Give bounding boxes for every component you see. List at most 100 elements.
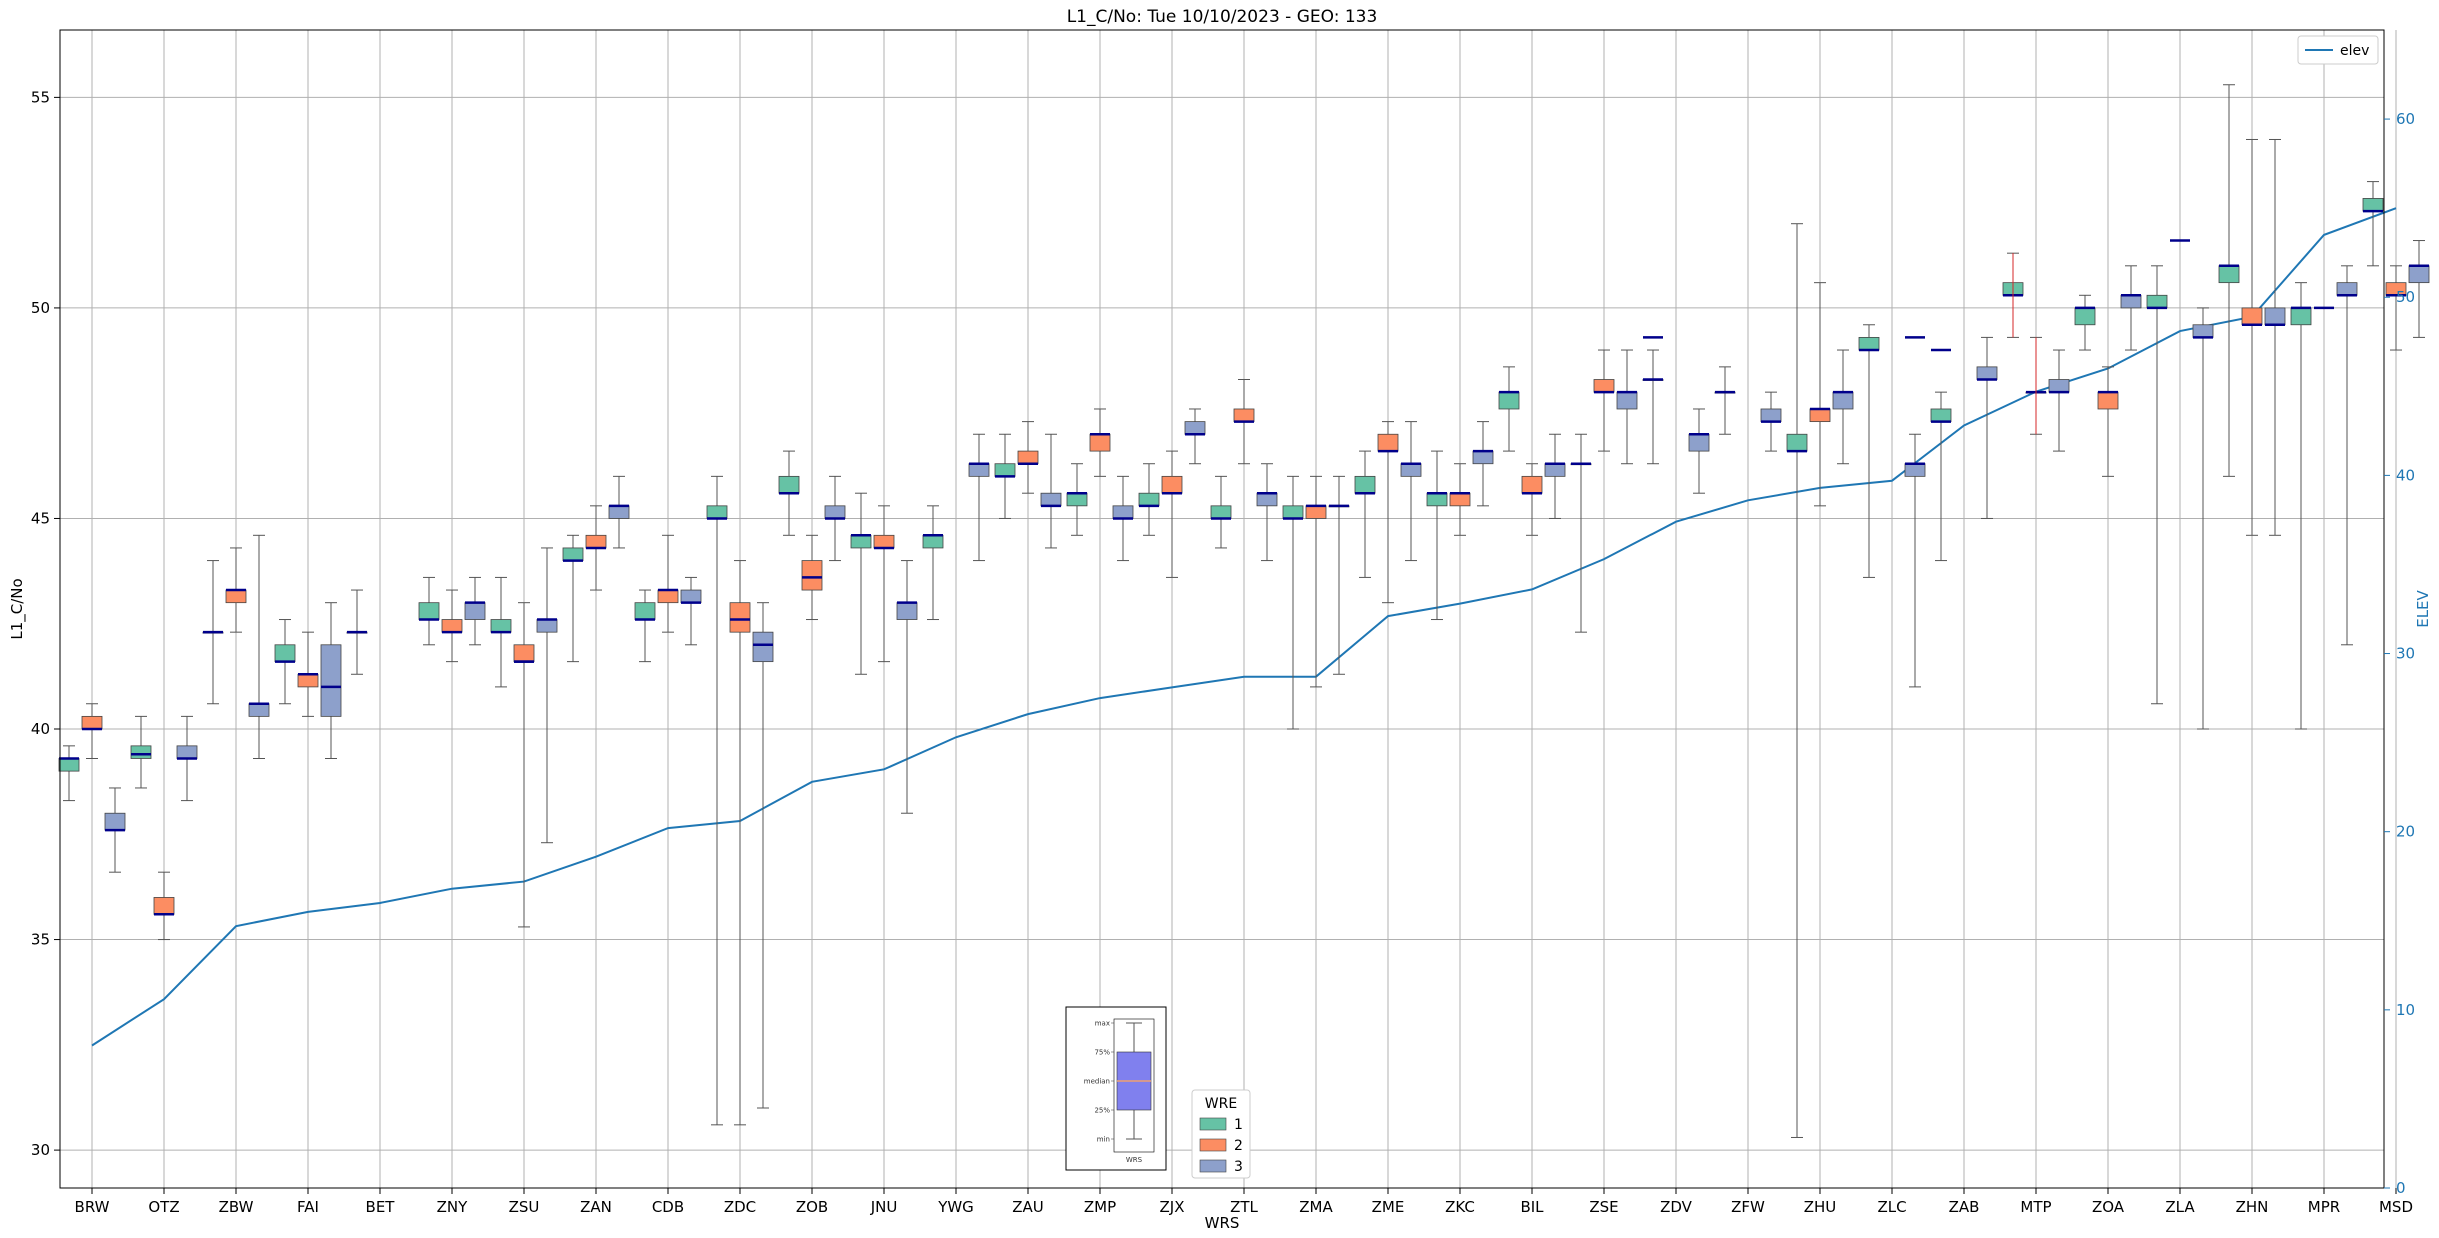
- box-body: [1256, 492, 1278, 507]
- box-body: [2146, 294, 2168, 309]
- x-tick-label: CDB: [652, 1198, 684, 1216]
- box-body: [1210, 505, 1232, 519]
- box-ZHU-wre3: [1832, 349, 1854, 465]
- box-YWG-wre3: [968, 433, 990, 562]
- box-body: [2074, 307, 2096, 326]
- box-ZDC-wre1: [706, 475, 728, 1126]
- box-body: [1233, 408, 1255, 423]
- x-tick-label: BIL: [1520, 1198, 1544, 1216]
- y-tick-label: 30: [31, 1141, 50, 1159]
- box-body: [536, 619, 558, 633]
- box-ZSE-wre3: [1616, 349, 1638, 465]
- box-body: [801, 560, 823, 591]
- box-body: [225, 589, 247, 604]
- box-ZOA-wre3: [2120, 265, 2142, 351]
- legend-swatch: [1199, 1159, 1227, 1173]
- legend-title: WRE: [1205, 1096, 1237, 1112]
- box-ZKC-wre2: [1449, 463, 1471, 536]
- inset-xlabel: WRS: [1126, 1156, 1143, 1164]
- box-ZDV-wre1: [1642, 349, 1664, 465]
- box-body: [850, 534, 872, 549]
- box-body: [2264, 307, 2286, 326]
- box-OTZ-wre3: [176, 715, 198, 802]
- inset-label: min: [1097, 1136, 1110, 1144]
- box-ZME-wre1: [1354, 450, 1376, 578]
- x-tick-label: MSD: [2379, 1198, 2413, 1216]
- legend-swatch: [1199, 1138, 1227, 1152]
- box-body: [1593, 379, 1615, 393]
- x-tick-label: ZLC: [1877, 1198, 1906, 1216]
- box-MSD-wre1: [2362, 181, 2384, 267]
- box-body: [513, 644, 535, 663]
- box-ZSU-wre1: [490, 576, 512, 688]
- x-tick-label: OTZ: [148, 1198, 179, 1216]
- x-tick-label: ZOA: [2092, 1198, 2125, 1216]
- x-tick-label: ZAB: [1949, 1198, 1980, 1216]
- box-body: [680, 589, 702, 604]
- box-body: [153, 897, 175, 915]
- box-ZAU-wre3: [1040, 433, 1062, 549]
- y-tick-label: 40: [31, 720, 50, 738]
- box-FAI-wre3: [320, 602, 342, 759]
- box-ZHN-wre2: [2241, 138, 2263, 536]
- box-ZTL-wre2: [1233, 379, 1255, 465]
- box-body: [2362, 198, 2384, 212]
- box-ZDC-wre3: [752, 602, 774, 1109]
- box-ZMA-wre2: [1305, 475, 1327, 688]
- box-ZSE-wre1: [1570, 433, 1592, 633]
- box-body: [2241, 307, 2263, 326]
- x-tick-label: ZMA: [1299, 1198, 1333, 1216]
- box-body: [1184, 421, 1206, 435]
- box-ZOB-wre3: [824, 475, 846, 562]
- x-tick-label: ZAN: [580, 1198, 612, 1216]
- box-ZME-wre3: [1400, 421, 1422, 562]
- legend-wre: WRE 1 2 3: [1191, 1089, 1251, 1179]
- box-ZFW-wre1: [1714, 366, 1736, 435]
- box-FAI-wre1: [274, 619, 296, 705]
- box-body: [562, 547, 584, 561]
- box-body: [1858, 336, 1880, 351]
- boxes-layer: [58, 84, 2430, 1138]
- box-body: [2097, 391, 2119, 410]
- box-body: [994, 463, 1016, 477]
- box-JNU-wre1: [850, 492, 872, 675]
- box-body: [608, 505, 630, 519]
- box-body: [1760, 408, 1782, 423]
- box-ZMP-wre3: [1112, 475, 1134, 562]
- legend-elev: elev: [2297, 35, 2379, 65]
- box-body: [896, 602, 918, 620]
- box-ZTL-wre3: [1256, 463, 1278, 562]
- legend-label: 1: [1234, 1117, 1243, 1133]
- box-ZLA-wre3: [2192, 307, 2214, 730]
- box-BIL-wre3: [1544, 433, 1566, 519]
- y-right-tick-label: 0: [2396, 1179, 2406, 1197]
- box-BRW-wre1: [58, 745, 80, 802]
- box-ZOB-wre2: [801, 534, 823, 621]
- box-ZHN-wre1: [2218, 84, 2240, 477]
- box-OTZ-wre1: [130, 715, 152, 789]
- legend-label: 3: [1234, 1159, 1243, 1175]
- box-ZAN-wre2: [585, 505, 607, 591]
- box-ZBW-wre3: [248, 534, 270, 759]
- x-axis-title: WRS: [1205, 1214, 1240, 1232]
- box-CDB-wre1: [634, 589, 656, 663]
- box-ZTL-wre1: [1210, 475, 1232, 549]
- legend-frame: [1191, 1089, 1251, 1179]
- x-tick-label: ZMP: [1084, 1198, 1116, 1216]
- box-ZOA-wre1: [2074, 294, 2096, 351]
- box-ZLC-wre3: [1904, 433, 1926, 688]
- x-tick-label: ZOB: [796, 1198, 828, 1216]
- y-tick-label: 35: [31, 931, 50, 949]
- box-JNU-wre3: [896, 560, 918, 814]
- x-tick-label: BRW: [75, 1198, 110, 1216]
- x-tick-label: ZBW: [219, 1198, 254, 1216]
- box-JNU-wre2: [873, 505, 895, 663]
- box-body: [1786, 433, 1808, 452]
- box-body: [1138, 492, 1160, 507]
- box-body: [1498, 391, 1520, 410]
- box-body: [1305, 505, 1327, 519]
- x-tick-label: ZKC: [1445, 1198, 1475, 1216]
- box-body: [2218, 265, 2240, 284]
- x-tick-label: ZLA: [2165, 1198, 2195, 1216]
- box-ZHN-wre3: [2264, 138, 2286, 536]
